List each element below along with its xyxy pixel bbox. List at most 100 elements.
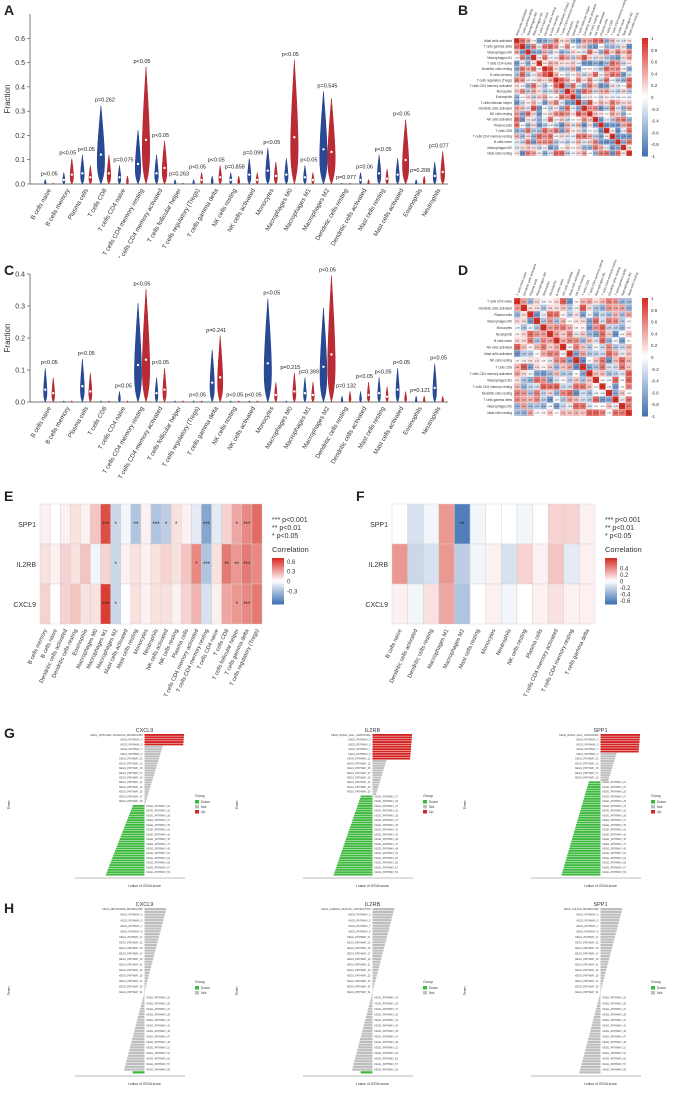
- gsva-bar-not: [363, 1024, 373, 1027]
- corr-cell: [626, 150, 633, 157]
- corr-value: -0.77: [568, 301, 572, 303]
- gsva-bar-down: [126, 821, 145, 824]
- colorbar-segment: [642, 351, 648, 355]
- legend-swatch: [195, 991, 199, 995]
- legend-label: Down: [657, 800, 666, 804]
- corr-value: 0.40: [555, 347, 559, 349]
- corr-value: -0.15: [576, 86, 580, 88]
- gsva-bar-not: [134, 1029, 145, 1032]
- colorbar-segment: [605, 597, 617, 600]
- corr-value: 0.16: [529, 360, 533, 362]
- panel-label-b: B: [458, 2, 469, 18]
- corr-value: 0.38: [549, 131, 553, 133]
- corr-value: 0.12: [537, 153, 541, 155]
- term-label: KEGG_PATHWAY_25: [347, 975, 371, 978]
- corr-value: 0.43: [554, 91, 558, 93]
- colorbar-segment: [642, 315, 648, 320]
- colorbar-segment: [605, 588, 617, 591]
- corr-value: -0.10: [537, 102, 541, 104]
- term-label: KEGG_PATHWAY_3: [348, 914, 371, 917]
- row-label: Dendritic cells activated: [479, 106, 513, 110]
- term-label: KEGG_PATHWAY_57: [375, 1063, 399, 1066]
- gsva-bar-down: [360, 1071, 373, 1074]
- violin-tumor: [327, 275, 336, 403]
- corr-value: -0.43: [543, 86, 547, 88]
- x-axis-label: t value of GSVA score: [584, 1082, 617, 1086]
- corr-value: -0.66: [560, 131, 564, 133]
- corr-value: -0.01: [588, 153, 592, 155]
- corr-value: 0.54: [594, 108, 598, 110]
- corr-value: -0.42: [581, 380, 585, 382]
- corr-value: 0.54: [582, 119, 586, 121]
- corr-value: 0.45: [605, 91, 609, 93]
- significance-star: *: [236, 522, 239, 528]
- p-value-label: p<0.05: [430, 356, 447, 362]
- gene-immune-heatmap-e: SPP1 *** * ** *** * * *** * ***IL2RB * * *** ** ** ***C…: [13, 503, 309, 698]
- gsva-bar-not: [144, 797, 147, 800]
- gsva-bar-not: [600, 764, 613, 767]
- gsva-bar-down: [345, 840, 373, 843]
- corr-value: -0.55: [627, 308, 631, 310]
- p-value-label: p=0.132: [336, 383, 356, 389]
- corr-value: -0.33: [520, 142, 524, 144]
- term-label: KEGG_PATHWAY_25: [119, 791, 143, 794]
- colorbar-segment: [272, 564, 284, 567]
- p-value-label: p<0.05: [393, 112, 410, 118]
- gsva-bar-not: [600, 949, 612, 952]
- gsva-bar-not: [598, 999, 601, 1002]
- corr-value: -0.39: [543, 91, 547, 93]
- violin-normal: [285, 400, 288, 403]
- colorbar-label: 0: [651, 95, 654, 100]
- panel-label-d: D: [458, 262, 469, 278]
- corr-value: 0.03: [549, 86, 553, 88]
- gsva-bar-not: [368, 1004, 373, 1008]
- x-tick-label: Monocytes: [255, 406, 276, 435]
- colorbar-segment: [642, 365, 648, 370]
- corr-value: -0.74: [520, 119, 524, 121]
- corr-value: -0.71: [565, 102, 569, 104]
- colorbar-segment: [272, 588, 284, 591]
- term-label: KEGG_BASAL_CELL_CARCINOMA: [559, 734, 599, 737]
- p-value-label: p<0.05: [245, 393, 262, 399]
- violin-normal: [415, 178, 418, 185]
- corr-value: 0.56: [542, 341, 546, 343]
- gsva-bar-not: [592, 1021, 601, 1024]
- corr-value: 0.34: [561, 321, 565, 323]
- heat-cell: [516, 543, 533, 585]
- p-value-label: p=0.099: [243, 150, 263, 156]
- corr-value: 0.40: [526, 41, 530, 43]
- corr-value: 0.27: [581, 413, 585, 415]
- corr-value: -0.62: [587, 367, 591, 369]
- colorbar-segment: [642, 306, 648, 311]
- violin-tumor: [311, 382, 315, 403]
- gsva-bar-down: [343, 845, 373, 848]
- corr-value: 0.50: [566, 97, 570, 99]
- corr-value: 0.39: [599, 147, 603, 149]
- gsva-bar-not: [144, 769, 156, 772]
- term-label: KEGG_PATHWAY_39: [375, 824, 399, 827]
- gsva-bar-not: [133, 1032, 145, 1035]
- corr-value: 0.14: [526, 119, 530, 121]
- term-label: KEGG_PATHWAY_45: [375, 1030, 399, 1033]
- corr-value: -0.55: [526, 86, 530, 88]
- corr-value: 0.23: [548, 393, 552, 395]
- gsva-bar-not: [372, 941, 386, 944]
- heat-cell: [90, 503, 101, 545]
- corr-value: 0.59: [574, 347, 578, 349]
- corr-value: -0.71: [616, 136, 620, 138]
- corr-value: 0.47: [588, 41, 592, 43]
- corr-value: 0.62: [594, 147, 598, 149]
- gsva-bar-not: [144, 985, 146, 988]
- violin-normal: [359, 172, 362, 185]
- gsva-bar-not: [354, 1060, 373, 1063]
- gsva-bar-not: [372, 924, 390, 927]
- gsva-bar-up: [372, 738, 412, 741]
- cell-type-label: Monocytes: [480, 628, 497, 655]
- row-label: Macrophages M1: [487, 378, 512, 382]
- corr-value: -0.09: [554, 119, 558, 121]
- heat-cell: [516, 503, 533, 545]
- corr-value: 0.20: [515, 341, 519, 343]
- violin-median: [218, 176, 222, 179]
- colorbar-segment: [605, 585, 617, 588]
- corr-value: 0.66: [610, 108, 614, 110]
